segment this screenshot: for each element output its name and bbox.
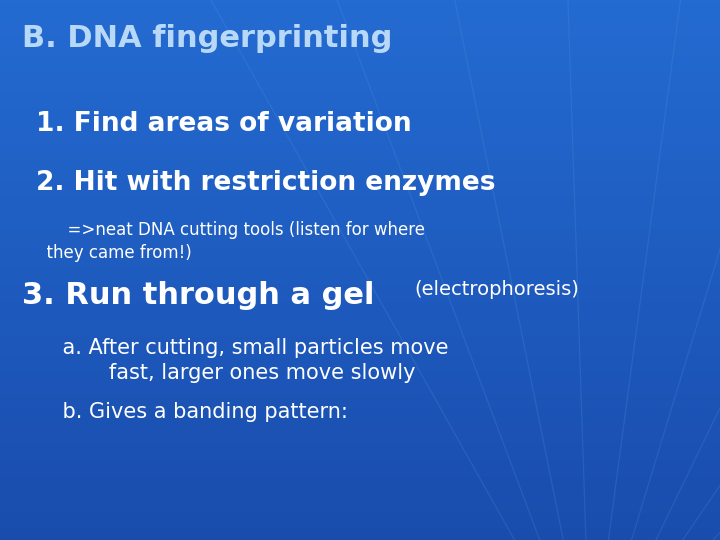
Text: b. Gives a banding pattern:: b. Gives a banding pattern:: [36, 402, 348, 422]
Text: a. After cutting, small particles move
           fast, larger ones move slowly: a. After cutting, small particles move f…: [36, 338, 449, 383]
Text: 3. Run through a gel: 3. Run through a gel: [22, 281, 374, 310]
Text: B. DNA fingerprinting: B. DNA fingerprinting: [22, 24, 392, 53]
Text: =>neat DNA cutting tools (listen for where
  they came from!): =>neat DNA cutting tools (listen for whe…: [36, 221, 425, 262]
Text: (electrophoresis): (electrophoresis): [414, 280, 579, 299]
Text: 1. Find areas of variation: 1. Find areas of variation: [36, 111, 412, 137]
Text: 2. Hit with restriction enzymes: 2. Hit with restriction enzymes: [36, 170, 495, 196]
